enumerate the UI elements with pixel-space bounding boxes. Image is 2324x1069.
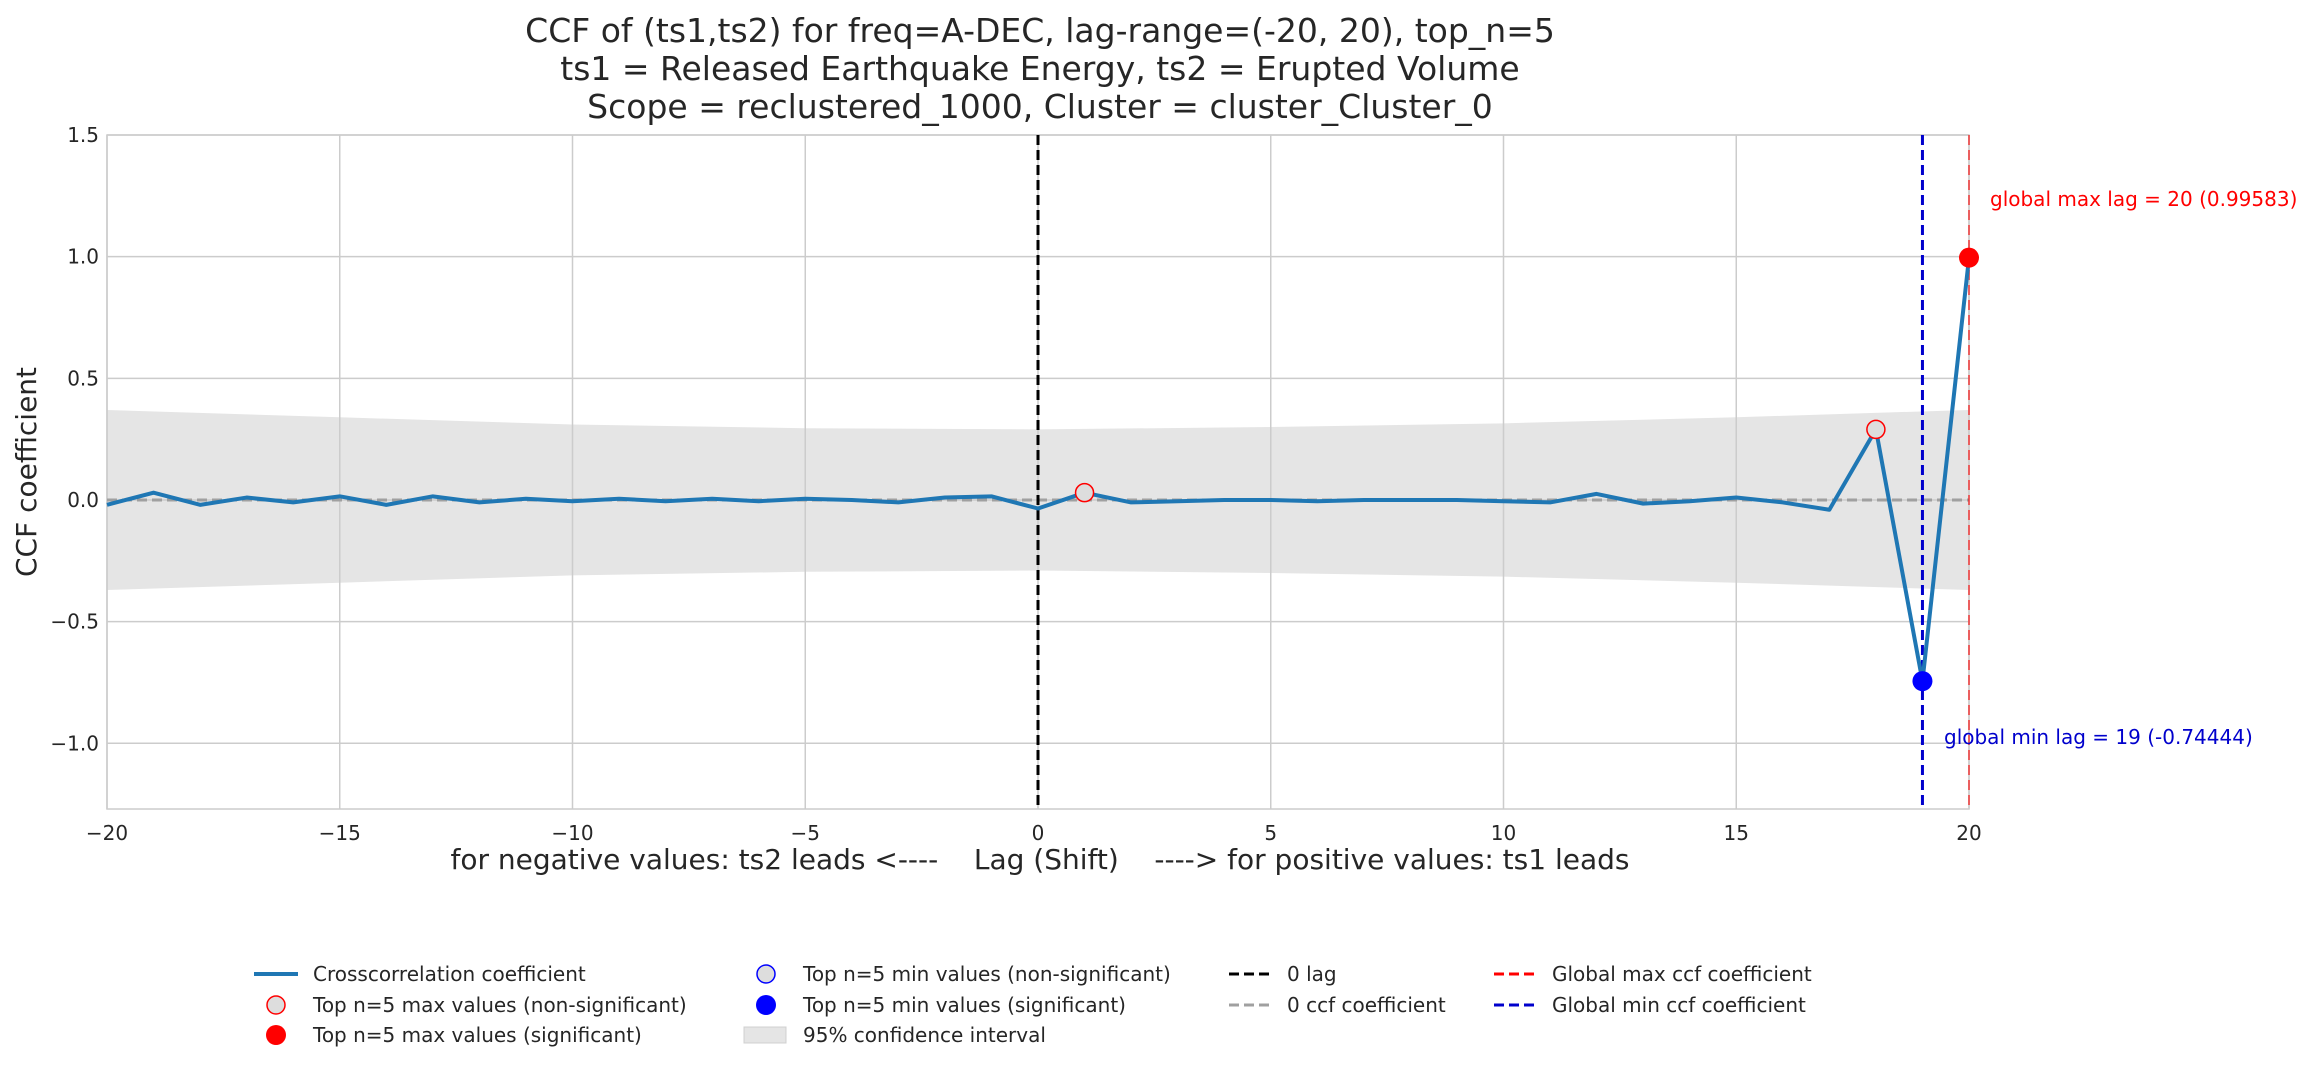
x-tick-label: 0 (1032, 821, 1045, 845)
legend-label-global-max: Global max ccf coefficient (1552, 962, 1812, 986)
legend-label-zero-lag: 0 lag (1287, 962, 1337, 986)
y-tick-label: 0.0 (67, 488, 99, 512)
legend-label-global-min: Global min ccf coefficient (1552, 993, 1806, 1017)
reference-lines-layer (107, 135, 1970, 809)
legend-swatch-min-nonsig (756, 964, 776, 984)
legend-label-max-nonsig: Top n=5 max values (non-significant) (312, 993, 687, 1017)
global-min-annotation: global min lag = 19 (-0.74444) (1944, 725, 2253, 749)
x-axis-label: for negative values: ts2 leads <---- Lag… (451, 843, 1630, 876)
global-max-annotation: global max lag = 20 (0.99583) (1990, 187, 2297, 211)
series-layer (106, 257, 1971, 684)
top-min-sig-marker (1912, 671, 1933, 692)
chart-title-line-3: Scope = reclustered_1000, Cluster = clus… (587, 87, 1493, 126)
ccf-series-line (106, 257, 1971, 684)
top-max-sig-marker (1959, 247, 1979, 268)
legend-swatch-min-sig (756, 995, 776, 1015)
x-tick-label: 15 (1724, 821, 1749, 845)
x-tick-label: 20 (1956, 821, 1981, 845)
legend-swatch-ci (743, 1026, 787, 1044)
legend-label-max-sig: Top n=5 max values (significant) (312, 1023, 642, 1047)
y-tick-label: 0.5 (67, 366, 99, 390)
top-max-nonsig-marker (1074, 482, 1095, 503)
x-tick-label: −5 (791, 821, 820, 845)
legend-label-zero-ccf: 0 ccf coefficient (1287, 993, 1446, 1017)
marker-layer (1074, 247, 1979, 692)
legend-label-min-sig: Top n=5 min values (significant) (802, 993, 1126, 1017)
y-tick-label: −0.5 (50, 610, 99, 634)
top-max-nonsig-marker (1866, 419, 1886, 440)
tick-label-layer: −20 −15 −10 −5 0 5 10 15 20 −1.0 −0.5 0.0 0.5 1.0 1.5 (50, 123, 1981, 845)
legend-label-ccf: Crosscorrelation coefficient (313, 962, 586, 986)
chart-title-line-1: CCF of (ts1,ts2) for freq=A-DEC, lag-ran… (525, 11, 1555, 50)
x-tick-label: −20 (86, 821, 128, 845)
chart-title-line-2: ts1 = Released Earthquake Energy, ts2 = … (560, 49, 1519, 88)
x-tick-label: 5 (1264, 821, 1277, 845)
x-tick-label: −10 (551, 821, 593, 845)
legend-label-min-nonsig: Top n=5 min values (non-significant) (802, 962, 1171, 986)
legend: Crosscorrelation coefficient Top n=5 max… (254, 962, 1812, 1047)
y-tick-label: −1.0 (50, 731, 99, 755)
y-tick-label: 1.5 (67, 123, 99, 147)
y-axis-label: CCF coefficient (10, 367, 43, 577)
x-tick-label: 10 (1491, 821, 1516, 845)
legend-swatch-max-sig (266, 1025, 286, 1045)
x-tick-label: −15 (319, 821, 361, 845)
legend-label-ci: 95% confidence interval (803, 1023, 1046, 1047)
legend-swatch-max-nonsig (266, 995, 286, 1015)
y-tick-label: 1.0 (67, 245, 99, 269)
